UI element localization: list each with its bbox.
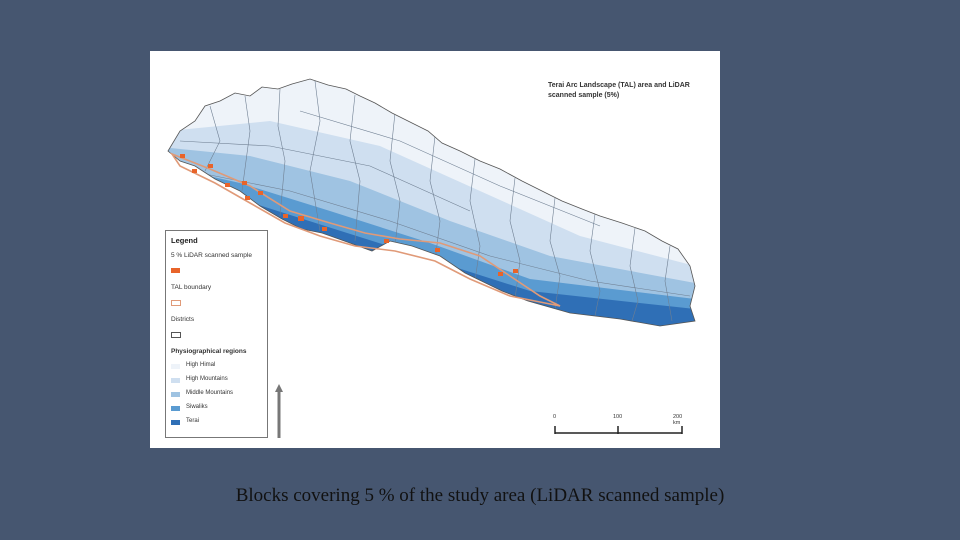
tal-boundary (169, 152, 561, 307)
legend-boundary-swatch (171, 300, 181, 306)
legend-districts-label: Districts (171, 316, 195, 323)
legend-region-label: Terai (186, 418, 200, 424)
map-title: Terai Arc Landscape (TAL) area and LiDAR… (548, 82, 690, 99)
legend-region-label: High Himal (186, 362, 216, 368)
legend-sample-swatch (171, 268, 180, 273)
scale-tick-label: 200 km (673, 414, 683, 426)
legend-region-label: Siwaliks (186, 404, 208, 410)
slide-caption: Blocks covering 5 % of the study area (L… (235, 485, 725, 506)
scale-bar-graphic (554, 426, 683, 434)
legend-districts-swatch (171, 332, 181, 338)
legend-sample-label: 5 % LiDAR scanned sample (171, 252, 252, 259)
legend-regions-heading: Physiographical regions (171, 348, 247, 355)
legend-region-label: High Mountains (186, 376, 228, 382)
country-outline (167, 78, 696, 327)
legend-boundary-label: TAL boundary (171, 284, 212, 291)
scale-tick-label: 100 (613, 414, 623, 420)
legend-region-swatch (171, 406, 180, 411)
legend-region-label: Middle Mountains (186, 390, 234, 396)
nepal-map (167, 78, 696, 327)
legend-region-swatch (171, 392, 180, 397)
map-image: Terai Arc Landscape (TAL) area and LiDAR… (150, 51, 720, 448)
scale-tick-label: 0 (553, 414, 557, 420)
district-boundaries (179, 80, 691, 322)
scale-bar: 0 100 200 km (552, 411, 687, 437)
north-arrow-icon (275, 384, 283, 438)
legend-region-swatch (171, 364, 180, 369)
map-legend: Legend 5 % LiDAR scanned sample TAL boun… (165, 230, 268, 438)
legend-region-swatch (171, 420, 180, 425)
lidar-sample-blocks (180, 154, 518, 276)
legend-heading: Legend (171, 236, 198, 245)
legend-region-swatch (171, 378, 180, 383)
